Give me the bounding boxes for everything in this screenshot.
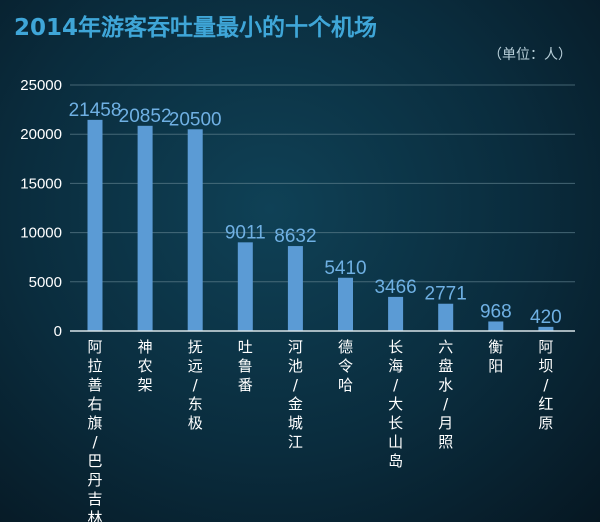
data-label: 3466 [374, 277, 416, 298]
data-label: 968 [480, 301, 512, 322]
bar [87, 119, 103, 332]
x-tick-label: 阿拉善右旗/巴丹吉林 [87, 338, 102, 522]
data-label: 9011 [225, 222, 266, 243]
data-label: 420 [530, 307, 562, 328]
y-tick-label: 10000 [20, 225, 62, 242]
bar [137, 125, 153, 332]
y-tick-label: 20000 [20, 126, 62, 143]
bar [237, 242, 253, 331]
chart-title: 2014年游客吞吐量最小的十个机场 [14, 15, 378, 41]
bar [187, 129, 203, 331]
x-tick-label: 六盘水/月照 [438, 338, 453, 451]
data-label: 8632 [274, 226, 316, 247]
y-tick-label: 5000 [29, 274, 62, 291]
y-tick-label: 0 [54, 323, 62, 340]
bar [538, 326, 554, 331]
x-tick-label: 吐鲁番 [238, 338, 253, 394]
x-tick-label: 抚远/东极 [188, 338, 203, 432]
data-label: 2771 [425, 284, 467, 305]
y-tick-label: 25000 [20, 77, 62, 94]
y-tick-label: 15000 [20, 175, 62, 192]
unit-label: （单位：人） [488, 47, 572, 63]
bar [287, 246, 303, 331]
x-tick-label: 神农架 [138, 338, 153, 394]
x-tick-label: 衡阳 [488, 338, 503, 375]
data-label: 21458 [69, 100, 122, 121]
data-label: 5410 [324, 258, 366, 279]
x-tick-label: 长海/大长山岛 [388, 338, 403, 470]
bar [388, 296, 404, 331]
x-tick-label: 河池/金城江 [288, 338, 303, 451]
bar [488, 321, 504, 331]
bar [338, 277, 353, 331]
bar [438, 303, 454, 331]
x-tick-label: 德令哈 [338, 338, 353, 394]
data-label: 20852 [119, 106, 172, 127]
data-label: 20500 [169, 109, 222, 130]
x-tick-label: 阿坝/红原 [538, 338, 553, 432]
